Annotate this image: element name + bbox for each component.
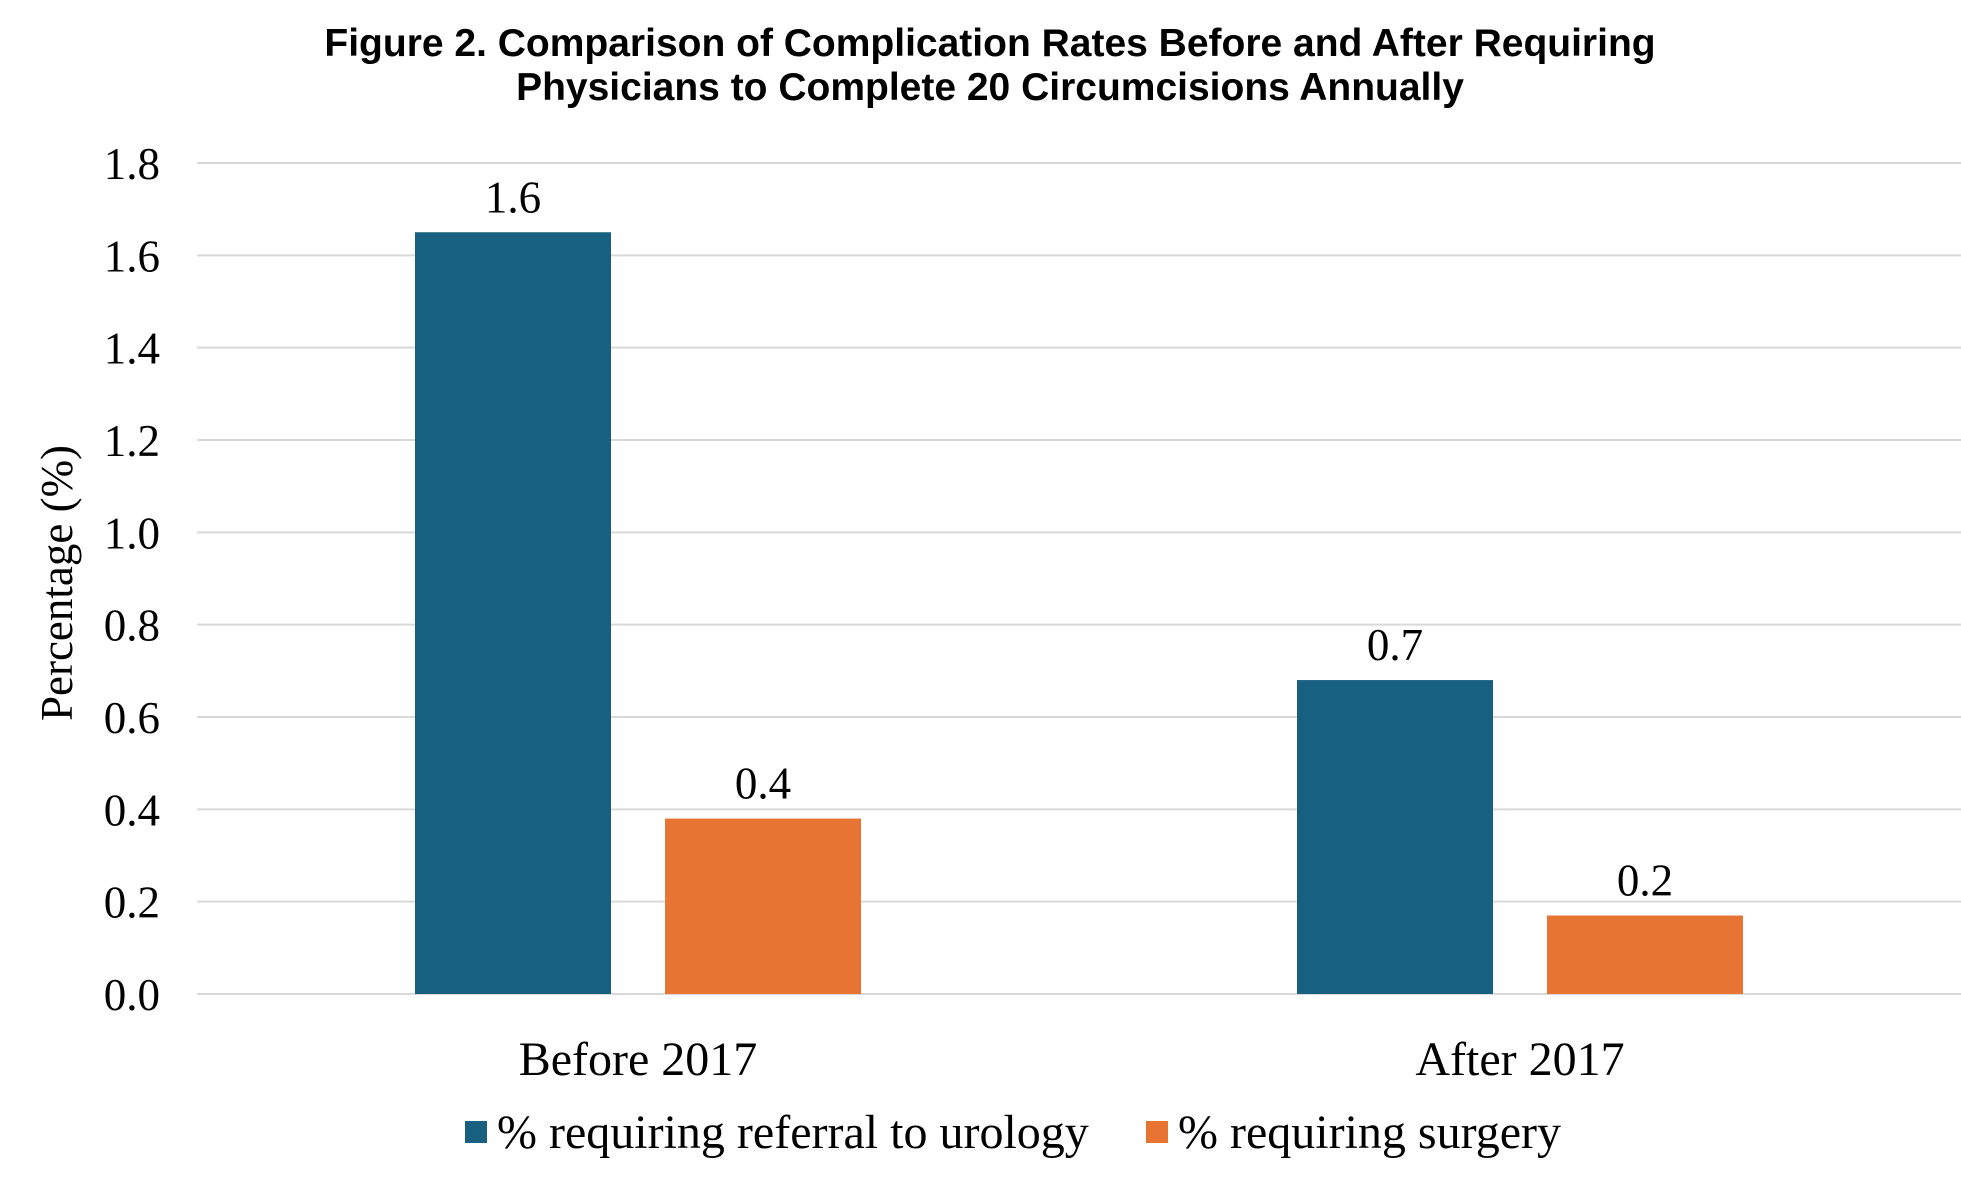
y-tick-label: 1.4: [104, 324, 160, 374]
bar-referral-before-2017: [415, 232, 611, 994]
y-axis-title: Percentage (%): [32, 445, 82, 721]
x-category-label: After 2017: [1415, 1033, 1624, 1086]
data-label: 0.2: [1617, 856, 1673, 906]
bar-surgery-before-2017: [665, 818, 861, 994]
bar-referral-after-2017: [1297, 680, 1493, 994]
y-tick-label: 0.8: [104, 601, 160, 651]
bars: [415, 232, 1743, 994]
chart-title-line-1: Figure 2. Comparison of Complication Rat…: [324, 22, 1655, 65]
y-tick-label: 0.2: [104, 878, 160, 928]
y-tick-label: 1.2: [104, 416, 160, 466]
y-tick-label: 0.0: [104, 970, 160, 1020]
y-tick-label: 0.4: [104, 785, 160, 835]
legend-label: % requiring surgery: [1178, 1106, 1561, 1159]
data-label: 0.7: [1367, 620, 1423, 670]
y-tick-label: 0.6: [104, 693, 160, 743]
legend-label: % requiring referral to urology: [497, 1106, 1089, 1159]
data-label: 1.6: [485, 172, 541, 222]
chart-title-line-2: Physicians to Complete 20 Circumcisions …: [516, 66, 1464, 109]
y-tick-label: 1.0: [104, 508, 160, 558]
data-labels: 1.6 0.4 0.7 0.2: [485, 172, 1673, 905]
bar-surgery-after-2017: [1547, 915, 1743, 994]
chart-title: Figure 2. Comparison of Complication Rat…: [324, 22, 1655, 109]
legend: % requiring referral to urology % requiri…: [465, 1106, 1561, 1159]
data-label: 0.4: [735, 759, 791, 809]
x-category-label: Before 2017: [519, 1033, 758, 1086]
y-tick-label: 1.8: [104, 139, 160, 189]
y-axis-ticks: 0.0 0.2 0.4 0.6 0.8 1.0 1.2 1.4 1.6 1.8: [104, 139, 160, 1020]
x-axis-categories: Before 2017 After 2017: [519, 1033, 1625, 1086]
legend-swatch: [1146, 1121, 1168, 1143]
y-tick-label: 1.6: [104, 231, 160, 281]
legend-swatch: [465, 1121, 487, 1143]
